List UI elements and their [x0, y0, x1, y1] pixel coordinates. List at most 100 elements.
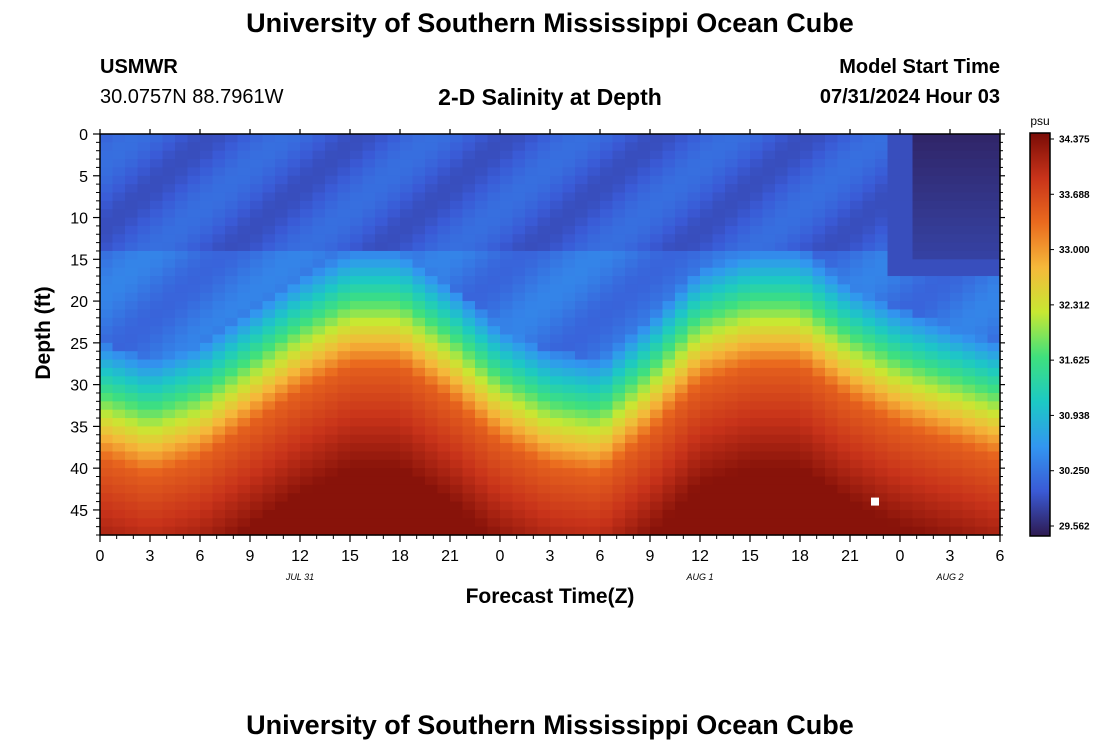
- heatmap-cell: [250, 376, 264, 386]
- heatmap-cell: [600, 284, 614, 294]
- heatmap-cell: [775, 292, 789, 302]
- heatmap-cell: [337, 484, 351, 494]
- heatmap-cell: [262, 209, 276, 219]
- heatmap-cell: [312, 434, 326, 444]
- heatmap-cell: [687, 250, 701, 260]
- heatmap-cell: [837, 184, 851, 194]
- heatmap-cell: [100, 509, 114, 519]
- heatmap-cell: [762, 384, 776, 394]
- heatmap-cell: [475, 334, 489, 344]
- heatmap-cell: [450, 134, 464, 143]
- heatmap-cell: [112, 259, 126, 269]
- heatmap-cell: [687, 351, 701, 361]
- heatmap-cell: [412, 384, 426, 394]
- heatmap-cell: [112, 167, 126, 177]
- heatmap-cell: [387, 250, 401, 260]
- heatmap-cell: [487, 459, 501, 469]
- heatmap-cell: [887, 509, 901, 519]
- heatmap-cell: [325, 434, 339, 444]
- heatmap-cell: [662, 409, 676, 419]
- heatmap-cell: [237, 175, 251, 185]
- heatmap-cell: [925, 493, 939, 503]
- heatmap-cell: [412, 317, 426, 327]
- heatmap-cell: [812, 376, 826, 386]
- heatmap-cell: [350, 518, 364, 528]
- heatmap-cell: [637, 284, 651, 294]
- heatmap-cell: [387, 526, 401, 536]
- heatmap-cell: [300, 192, 314, 202]
- heatmap-cell: [500, 326, 514, 336]
- heatmap-cell: [562, 434, 576, 444]
- heatmap-cell: [712, 292, 726, 302]
- heatmap-cell: [562, 468, 576, 478]
- heatmap-cell: [850, 409, 864, 419]
- heatmap-cell: [937, 217, 951, 227]
- heatmap-cell: [900, 142, 914, 152]
- heatmap-cell: [225, 200, 239, 210]
- heatmap-cell: [862, 284, 876, 294]
- heatmap-cell: [675, 292, 689, 302]
- heatmap-cell: [250, 367, 264, 377]
- heatmap-cell: [575, 342, 589, 352]
- heatmap-cell: [225, 250, 239, 260]
- heatmap-cell: [600, 159, 614, 169]
- heatmap-cell: [825, 409, 839, 419]
- heatmap-cell: [625, 426, 639, 436]
- heatmap-cell: [362, 434, 376, 444]
- heatmap-cell: [112, 217, 126, 227]
- heatmap-cell: [850, 426, 864, 436]
- heatmap-cell: [900, 451, 914, 461]
- heatmap-cell: [350, 309, 364, 319]
- heatmap-cell: [900, 459, 914, 469]
- heatmap-cell: [712, 317, 726, 327]
- heatmap-cell: [450, 184, 464, 194]
- day-label: AUG 2: [935, 572, 963, 582]
- heatmap-cell: [987, 342, 1001, 352]
- heatmap-cell: [175, 301, 189, 311]
- heatmap-cell: [237, 317, 251, 327]
- heatmap-cell: [812, 484, 826, 494]
- heatmap-cell: [400, 468, 414, 478]
- heatmap-cell: [850, 459, 864, 469]
- heatmap-cell: [987, 392, 1001, 402]
- heatmap-cell: [562, 334, 576, 344]
- heatmap-cell: [737, 409, 751, 419]
- heatmap-cell: [562, 167, 576, 177]
- heatmap-cell: [750, 242, 764, 252]
- heatmap-cell: [100, 200, 114, 210]
- colorbar-tick-label: 30.250: [1059, 466, 1090, 477]
- heatmap-cell: [837, 159, 851, 169]
- heatmap-cell: [625, 159, 639, 169]
- heatmap-cell: [650, 317, 664, 327]
- heatmap-cell: [150, 192, 164, 202]
- heatmap-cell: [300, 301, 314, 311]
- heatmap-cell: [375, 167, 389, 177]
- heatmap-cell: [825, 451, 839, 461]
- heatmap-cell: [787, 484, 801, 494]
- heatmap-cell: [925, 175, 939, 185]
- heatmap-cell: [412, 367, 426, 377]
- heatmap-cell: [725, 192, 739, 202]
- heatmap-cell: [325, 209, 339, 219]
- heatmap-cell: [175, 267, 189, 277]
- heatmap-cell: [162, 409, 176, 419]
- heatmap-cell: [725, 234, 739, 244]
- heatmap-cell: [125, 468, 139, 478]
- heatmap-cell: [487, 150, 501, 160]
- heatmap-cell: [562, 134, 576, 143]
- heatmap-cell: [637, 175, 651, 185]
- heatmap-cell: [850, 309, 864, 319]
- heatmap-cell: [100, 317, 114, 327]
- heatmap-cell: [300, 259, 314, 269]
- heatmap-cell: [862, 225, 876, 235]
- heatmap-cell: [537, 242, 551, 252]
- heatmap-cell: [750, 376, 764, 386]
- heatmap-cell: [487, 292, 501, 302]
- heatmap-cell: [737, 217, 751, 227]
- heatmap-cell: [525, 418, 539, 427]
- heatmap-cell: [175, 217, 189, 227]
- heatmap-cell: [912, 159, 926, 169]
- heatmap-cell: [925, 509, 939, 519]
- heatmap-cell: [887, 451, 901, 461]
- heatmap-cell: [887, 468, 901, 478]
